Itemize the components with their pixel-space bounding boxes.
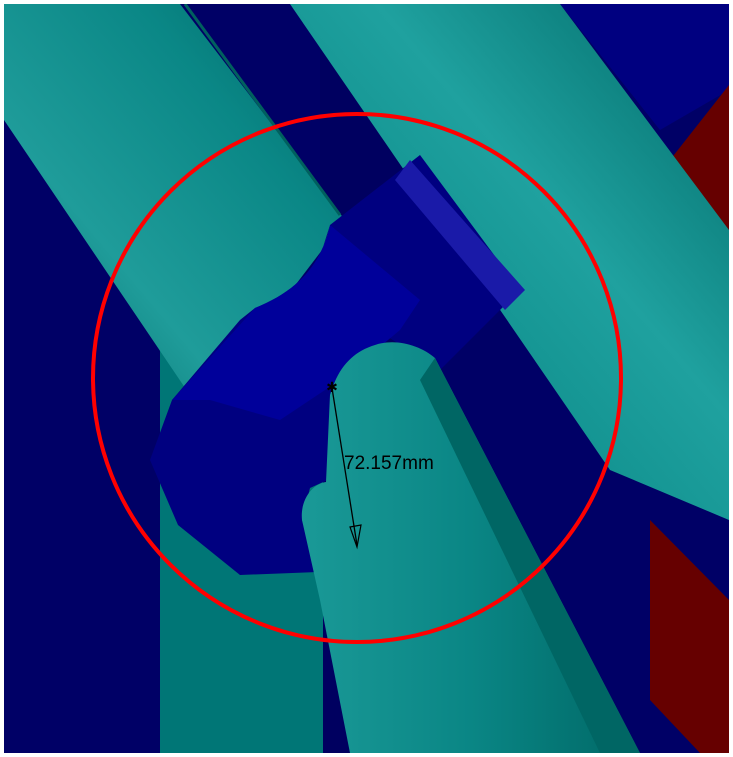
selection-circle[interactable] bbox=[91, 112, 623, 644]
cut-section-top-face bbox=[172, 225, 420, 420]
dimension-value-label: 72.157mm bbox=[344, 453, 434, 474]
center-point-marker: ✱ bbox=[326, 380, 338, 396]
navy-beam-far bbox=[560, 4, 729, 130]
red-plate-lower bbox=[650, 520, 729, 753]
navy-beam-highlight bbox=[395, 160, 525, 310]
dimension-line bbox=[331, 387, 358, 546]
radius-dimension[interactable]: ✱ 72.157mm bbox=[326, 380, 434, 550]
dimension-arrowhead bbox=[349, 524, 362, 550]
red-plate-upper bbox=[670, 85, 729, 240]
pipe-lower-shadow bbox=[420, 358, 640, 753]
pipe-seam-line bbox=[183, 4, 342, 216]
